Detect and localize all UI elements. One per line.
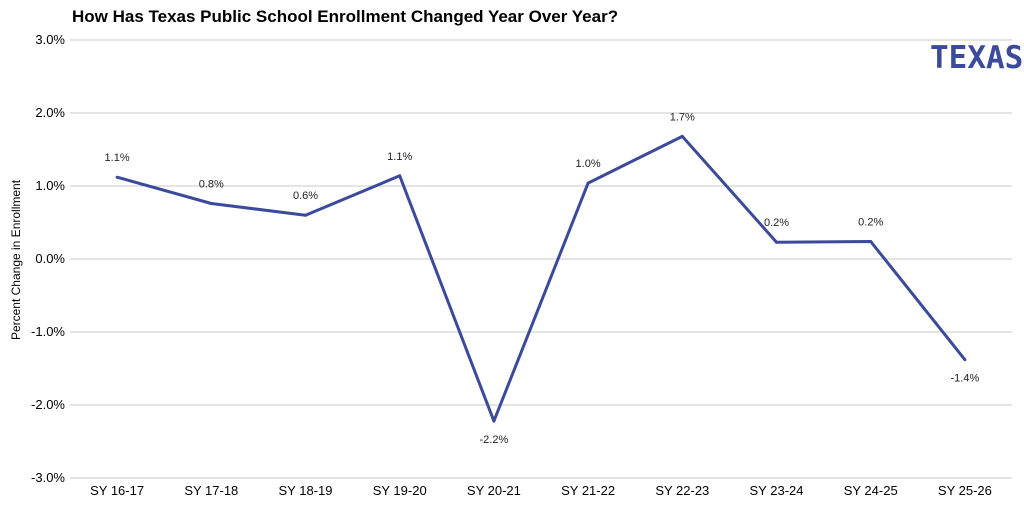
chart-title: How Has Texas Public School Enrollment C… (72, 7, 619, 26)
logo-text: TEXAS (930, 40, 1024, 76)
data-point (115, 175, 119, 179)
x-tick-label: SY 24-25 (844, 483, 898, 498)
data-label: -1.4% (951, 373, 980, 385)
x-tick-label: SY 17-18 (184, 483, 238, 498)
x-tick-label: SY 19-20 (373, 483, 427, 498)
texas-2036-logo: TEXAS 20 36 (930, 42, 1024, 74)
x-tick-label: SY 16-17 (90, 483, 144, 498)
data-label: 1.1% (105, 152, 130, 164)
data-point (209, 202, 213, 206)
data-label: 1.1% (387, 151, 412, 163)
y-tick-label: 0.0% (35, 251, 65, 266)
y-tick-label: -2.0% (31, 397, 65, 412)
data-point (775, 240, 778, 244)
y-tick-label: -3.0% (31, 470, 65, 485)
x-tick-label: SY 22-23 (655, 483, 709, 498)
data-point (586, 181, 590, 185)
x-tick-label: SY 18-19 (279, 483, 333, 498)
data-label: 0.2% (858, 216, 883, 228)
y-tick-label: 1.0% (35, 178, 65, 193)
data-label: -2.2% (480, 434, 509, 446)
gridlines (70, 39, 1012, 479)
y-tick-label: 3.0% (35, 32, 65, 47)
x-tick-label: SY 23-24 (750, 483, 804, 498)
data-point (398, 174, 402, 178)
data-label: 0.2% (764, 217, 789, 229)
data-label: 1.0% (576, 158, 601, 170)
data-point (304, 213, 307, 217)
data-point (680, 134, 684, 138)
data-point (492, 419, 496, 423)
x-tick-label: SY 25-26 (938, 483, 992, 498)
x-axis-ticks: SY 16-17 SY 17-18 SY 18-19 SY 19-20 SY 20-21… (90, 483, 992, 498)
y-tick-label: 2.0% (35, 105, 65, 120)
data-point (869, 239, 873, 243)
data-label: 0.8% (199, 179, 224, 191)
data-labels: 1.1% 0.8% 0.6% 1.1% -2.2% 1.0% 1.7% 0.2% 0.2% -1.… (105, 111, 980, 446)
data-label: 1.7% (670, 111, 695, 123)
x-tick-label: SY 21-22 (561, 483, 615, 498)
data-point (963, 358, 967, 362)
series (115, 134, 967, 423)
y-tick-label: -1.0% (31, 324, 65, 339)
series-line (116, 134, 967, 423)
data-label: 0.6% (293, 190, 318, 202)
x-tick-label: SY 20-21 (467, 483, 521, 498)
y-axis-ticks: 3.0% 2.0% 1.0% 0.0% -1.0% -2.0% -3.0% (31, 32, 65, 485)
